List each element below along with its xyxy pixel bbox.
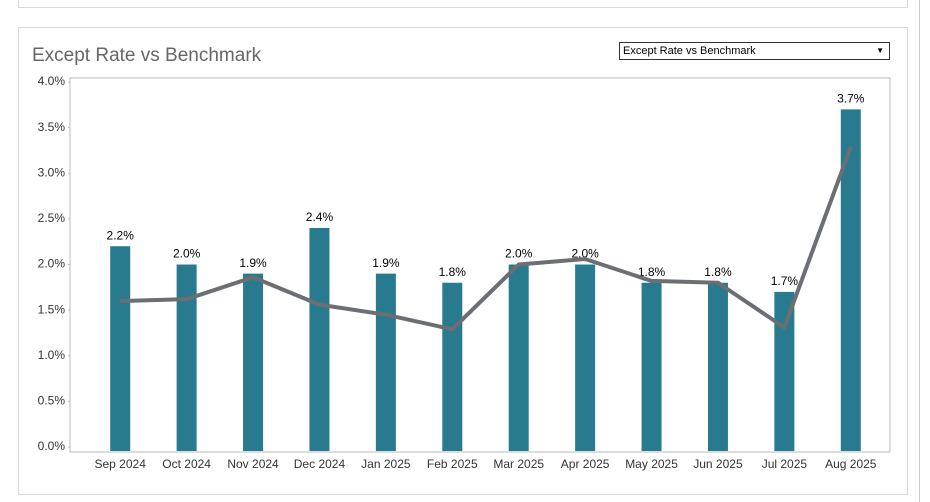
y-tick-label: 1.5% xyxy=(38,302,66,316)
data-label: 1.8% xyxy=(638,265,666,279)
y-tick-label: 0.0% xyxy=(38,439,66,453)
x-tick-label: May 2025 xyxy=(625,457,678,471)
bar xyxy=(707,282,728,451)
data-label: 1.8% xyxy=(704,265,732,279)
top-panel xyxy=(18,0,908,8)
data-label: 2.0% xyxy=(505,247,533,261)
bar xyxy=(774,291,795,451)
bar xyxy=(243,273,264,451)
y-tick-label: 1.0% xyxy=(38,348,66,362)
y-tick-label: 3.5% xyxy=(38,120,66,134)
x-tick-label: Sep 2024 xyxy=(95,457,147,471)
data-label: 2.0% xyxy=(173,247,201,261)
data-label: 2.4% xyxy=(306,210,334,224)
data-label: 1.9% xyxy=(372,256,400,270)
bar xyxy=(641,282,662,451)
benchmark-line xyxy=(120,146,853,332)
y-tick-label: 2.5% xyxy=(38,211,66,225)
divider xyxy=(919,0,920,502)
bar xyxy=(110,246,131,451)
data-label: 2.2% xyxy=(107,228,135,242)
bar xyxy=(442,282,463,451)
bar xyxy=(375,273,396,451)
x-tick-label: Oct 2024 xyxy=(162,457,211,471)
data-label: 1.7% xyxy=(771,274,799,288)
chart-title: Except Rate vs Benchmark xyxy=(32,45,262,66)
y-tick-label: 4.0% xyxy=(38,74,66,88)
x-tick-label: Aug 2025 xyxy=(825,457,877,471)
chart-selector[interactable]: Except Rate vs Benchmark ▼ xyxy=(619,42,890,60)
x-tick-label: Mar 2025 xyxy=(493,457,544,471)
x-tick-label: Nov 2024 xyxy=(227,457,279,471)
x-tick-label: Jun 2025 xyxy=(693,457,743,471)
dropdown-arrow: ▼ xyxy=(876,46,884,55)
bar xyxy=(309,228,330,451)
y-tick-label: 0.5% xyxy=(38,394,66,408)
data-label: 2.0% xyxy=(571,247,599,261)
y-tick-label: 2.0% xyxy=(38,257,66,271)
x-tick-label: Jul 2025 xyxy=(762,457,808,471)
bar xyxy=(575,264,596,451)
x-tick-label: Jan 2025 xyxy=(361,457,411,471)
x-tick-label: Dec 2024 xyxy=(294,457,346,471)
bar xyxy=(176,264,197,451)
bar xyxy=(508,264,529,451)
data-label: 1.9% xyxy=(239,256,267,270)
selected-option: Except Rate vs Benchmark xyxy=(623,45,756,57)
y-tick-label: 3.0% xyxy=(38,165,66,179)
x-tick-label: Apr 2025 xyxy=(561,457,610,471)
x-tick-label: Feb 2025 xyxy=(427,457,478,471)
data-label: 3.7% xyxy=(837,92,865,106)
chart-panel xyxy=(18,27,908,495)
bar xyxy=(840,109,861,451)
data-label: 1.8% xyxy=(439,265,467,279)
